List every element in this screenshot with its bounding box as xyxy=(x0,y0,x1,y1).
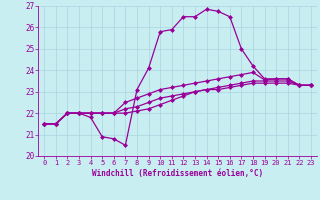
X-axis label: Windchill (Refroidissement éolien,°C): Windchill (Refroidissement éolien,°C) xyxy=(92,169,263,178)
